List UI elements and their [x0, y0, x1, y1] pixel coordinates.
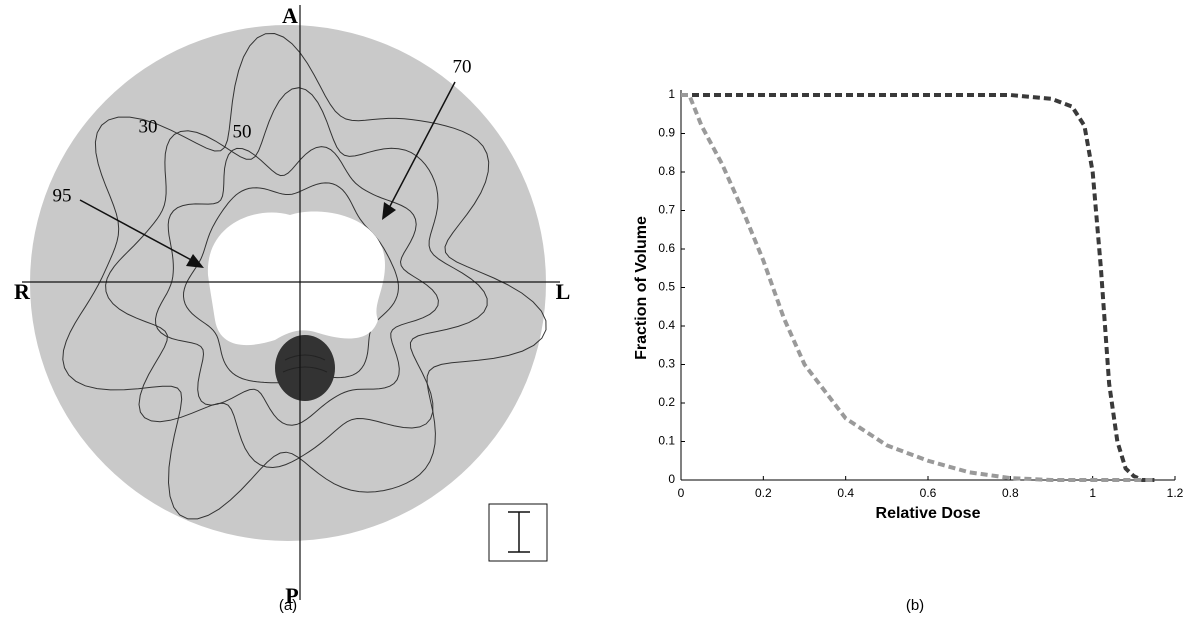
caption: (b) — [906, 597, 924, 614]
label-left: L — [556, 279, 571, 304]
isodose-line — [62, 32, 547, 520]
x-axis-label: Relative Dose — [876, 505, 981, 522]
y-tick-label: 0.5 — [658, 280, 675, 294]
y-tick-label: 0.6 — [658, 241, 675, 255]
y-tick-label: 0.2 — [658, 395, 675, 409]
x-tick-label: 0.2 — [755, 486, 772, 500]
dvh-chart: (b) Relative Dose Fraction of Volume 0 0.… — [633, 87, 1183, 614]
label-anterior: A — [282, 3, 298, 28]
isodose-line — [182, 182, 399, 384]
isodose-contours — [62, 32, 547, 520]
label-right: R — [14, 279, 31, 304]
y-tick-label: 0.7 — [658, 203, 675, 217]
y-tick-label: 1 — [668, 87, 675, 101]
y-tick-label: 0.4 — [658, 318, 675, 332]
dvh-line — [681, 93, 1155, 482]
scale-bar — [508, 511, 530, 553]
label-posterior: P — [285, 583, 298, 608]
dose-map: A P R L 30 50 70 95 (a) — [14, 3, 570, 614]
contour-label: 95 — [53, 185, 72, 206]
critical-structure — [275, 335, 335, 401]
arrow — [79, 199, 196, 263]
contour-label: 50 — [233, 121, 252, 142]
x-tick-label: 0.4 — [837, 486, 854, 500]
y-axis-label: Fraction of Volume — [633, 216, 650, 360]
arrow — [387, 81, 456, 211]
isodose-line — [154, 146, 439, 426]
arrowhead — [382, 202, 396, 220]
y-tick-label: 0.3 — [658, 357, 675, 371]
x-tick-label: 1 — [1089, 486, 1096, 500]
structure-lines — [282, 354, 328, 373]
scale-box — [488, 503, 548, 562]
contour-label: 30 — [139, 116, 158, 137]
y-tick-label: 0.9 — [658, 126, 675, 140]
x-tick-label: 1.2 — [1167, 486, 1184, 500]
arrowhead — [186, 254, 204, 268]
y-tick-label: 0 — [668, 472, 675, 486]
caption: (a) — [279, 597, 297, 614]
x-tick-label: 0.8 — [1002, 486, 1019, 500]
cavity — [207, 211, 385, 346]
y-tick-label: 0.1 — [658, 434, 675, 448]
x-tick-label: 0 — [678, 486, 685, 500]
y-tick-label: 0.8 — [658, 164, 675, 178]
contour-label: 70 — [453, 56, 472, 77]
isodose-line — [105, 87, 488, 469]
x-tick-label: 0.6 — [920, 486, 937, 500]
dvh-line — [681, 93, 1155, 482]
